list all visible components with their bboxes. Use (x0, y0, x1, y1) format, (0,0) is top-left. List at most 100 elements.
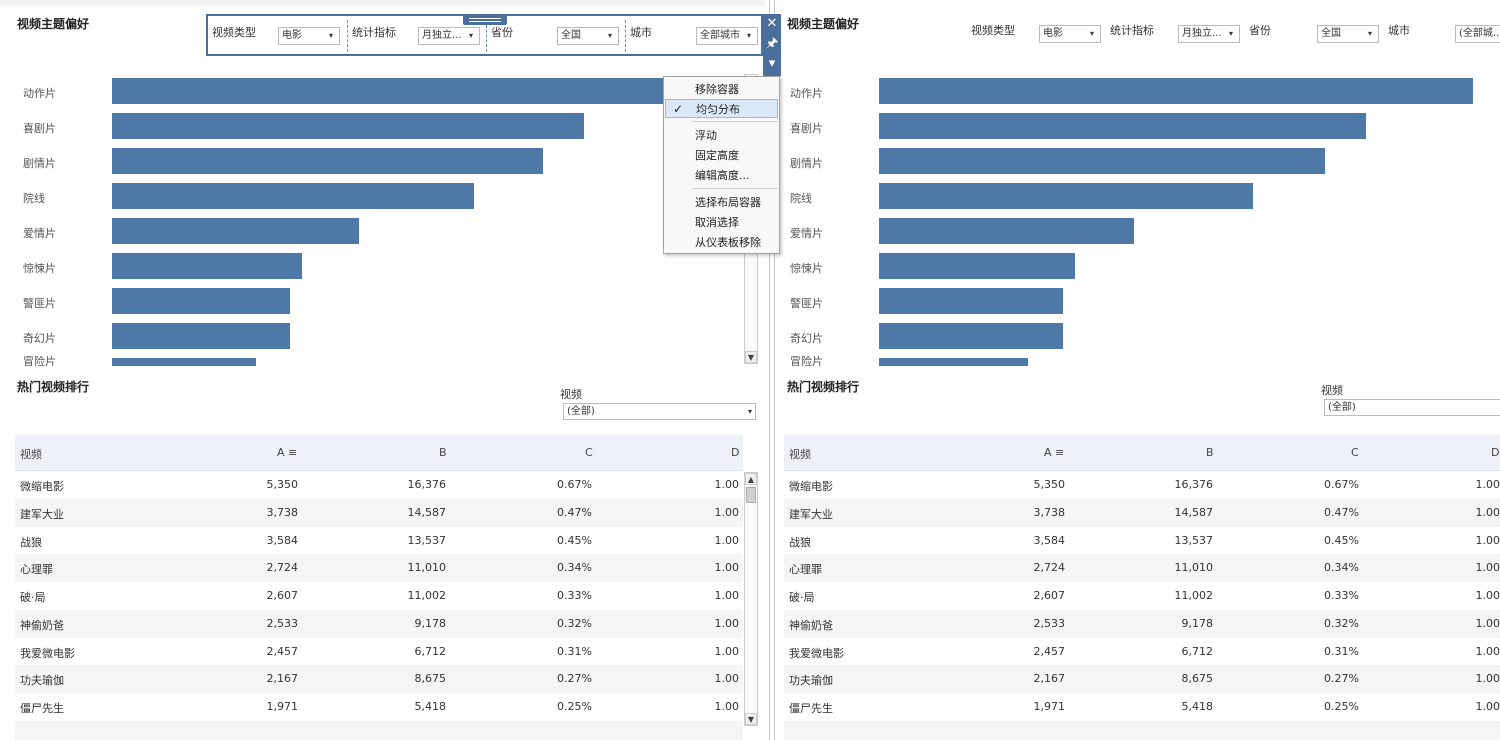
table-row[interactable] (15, 720, 743, 740)
scroll-thumb[interactable] (746, 487, 756, 503)
table-row[interactable]: 破·局 2,607 11,002 0.33% 1.00 (15, 582, 743, 610)
table-row[interactable]: 微缩电影 5,350 16,376 0.67% 1.00 (784, 471, 1500, 499)
province-select[interactable]: 全国 ▾ (557, 27, 619, 45)
menu-item-deselect[interactable]: 取消选择 (695, 216, 739, 229)
menu-dropdown-icon[interactable]: ▾ (768, 56, 776, 71)
drag-handle[interactable] (463, 15, 507, 25)
city-select[interactable]: (全部城... (1455, 25, 1500, 43)
table-row[interactable]: 僵尸先生 1,971 5,418 0.25% 1.00 (784, 693, 1500, 721)
column-header-video[interactable]: 视频 (20, 448, 42, 461)
table-row[interactable] (784, 720, 1500, 740)
cell-value: 1,971 (266, 700, 299, 713)
bar[interactable] (112, 253, 302, 279)
scroll-down-icon[interactable]: ▼ (745, 713, 757, 725)
table-row[interactable]: 僵尸先生 1,971 5,418 0.25% 1.00 (15, 693, 743, 721)
video-type-select[interactable]: 电影 ▾ (1039, 25, 1101, 43)
bar[interactable] (879, 288, 1063, 314)
bar[interactable] (112, 113, 584, 139)
table-row[interactable]: 我爱微电影 2,457 6,712 0.31% 1.00 (15, 638, 743, 666)
bar[interactable] (879, 253, 1075, 279)
scroll-down-icon[interactable]: ▼ (745, 351, 757, 363)
video-filter-select[interactable]: (全部) (1324, 399, 1500, 416)
column-header-a[interactable]: A ≡ (277, 446, 297, 459)
table-row[interactable]: 神偷奶爸 2,533 9,178 0.32% 1.00 (15, 609, 743, 638)
video-type-select[interactable]: 电影 ▾ (278, 27, 340, 45)
bar[interactable] (879, 218, 1134, 244)
menu-separator (692, 188, 778, 189)
menu-item-distribute-evenly[interactable]: ✓ 均匀分布 (665, 99, 778, 118)
menu-item-label: 均匀分布 (696, 103, 740, 116)
menu-item-floating[interactable]: 浮动 (695, 129, 717, 142)
filter-metric-label: 统计指标 (1110, 24, 1154, 37)
bar[interactable] (112, 148, 543, 174)
column-header-video[interactable]: 视频 (789, 448, 811, 461)
bar[interactable] (112, 78, 687, 104)
bar[interactable] (879, 78, 1473, 104)
cell-value: 14,587 (407, 505, 447, 519)
column-header-a[interactable]: A ≡ (1044, 446, 1064, 459)
bar[interactable] (112, 183, 474, 209)
pin-icon[interactable]: 🖈 (765, 36, 779, 51)
table-row[interactable]: 建军大业 3,738 14,587 0.47% 1.00 (784, 498, 1500, 527)
sort-icon[interactable]: ≡ (288, 446, 298, 459)
table-row[interactable]: 战狼 3,584 13,537 0.45% 1.00 (784, 527, 1500, 555)
bar-category-label: 院线 (790, 192, 812, 205)
table-scrollbar[interactable]: ▲ ▼ (744, 472, 758, 726)
bar-category-label: 警匪片 (790, 297, 823, 310)
scroll-up-icon[interactable]: ▲ (745, 473, 757, 485)
column-header-c[interactable]: C (585, 446, 593, 459)
menu-item-remove-from-dashboard[interactable]: 从仪表板移除 (695, 236, 761, 249)
bar[interactable] (112, 288, 290, 314)
table-row[interactable]: 战狼 3,584 13,537 0.45% 1.00 (15, 527, 743, 555)
cell-value: 1.00 (1475, 616, 1500, 630)
bar[interactable] (879, 113, 1366, 139)
right-dashboard-pane: 视频主题偏好 视频类型 电影 ▾ 统计指标 月独立... ▾ 省份 全国 ▾ 城… (779, 0, 1500, 740)
table-row[interactable]: 心理罪 2,724 11,010 0.34% 1.00 (15, 554, 743, 583)
bar[interactable] (879, 148, 1325, 174)
cell-value: 0.33% (557, 589, 592, 602)
cell-value: 0.67% (557, 478, 592, 491)
cell-value: 1.00 (714, 505, 740, 519)
table-row[interactable]: 破·局 2,607 11,002 0.33% 1.00 (784, 582, 1500, 610)
bar[interactable] (879, 323, 1063, 349)
table-row[interactable]: 微缩电影 5,350 16,376 0.67% 1.00 (15, 471, 743, 499)
filter-city: 城市 全部城市 ▾ (625, 20, 761, 52)
table-row[interactable]: 心理罪 2,724 11,010 0.34% 1.00 (784, 554, 1500, 583)
bar-category-label: 动作片 (23, 87, 56, 100)
sort-icon[interactable]: ≡ (1055, 446, 1065, 459)
table-row[interactable]: 功夫瑜伽 2,167 8,675 0.27% 1.00 (784, 665, 1500, 694)
table-row[interactable]: 功夫瑜伽 2,167 8,675 0.27% 1.00 (15, 665, 743, 694)
menu-item-remove-container[interactable]: 移除容器 (695, 83, 739, 96)
filter-city: 城市 (全部城... (1384, 18, 1500, 50)
table-row[interactable]: 神偷奶爸 2,533 9,178 0.32% 1.00 (784, 609, 1500, 638)
cell-value: 1.00 (1475, 533, 1500, 547)
column-header-a-label: A (1044, 446, 1052, 459)
bar[interactable] (112, 323, 290, 349)
table-row[interactable]: 我爱微电影 2,457 6,712 0.31% 1.00 (784, 638, 1500, 666)
metric-select[interactable]: 月独立... ▾ (1178, 25, 1240, 43)
table-row[interactable]: 建军大业 3,738 14,587 0.47% 1.00 (15, 498, 743, 527)
bar[interactable] (879, 358, 1028, 366)
bar[interactable] (112, 358, 256, 366)
menu-item-edit-height[interactable]: 编辑高度... (695, 169, 750, 182)
column-header-b[interactable]: B (439, 446, 447, 459)
column-header-c[interactable]: C (1351, 446, 1359, 459)
menu-item-fixed-height[interactable]: 固定高度 (695, 149, 739, 162)
bar[interactable] (879, 183, 1253, 209)
province-select[interactable]: 全国 ▾ (1317, 25, 1379, 43)
bar[interactable] (112, 218, 359, 244)
column-header-d[interactable]: D (1491, 446, 1500, 459)
cell-value: 11,002 (407, 589, 447, 602)
close-icon[interactable]: ✕ (766, 16, 778, 31)
city-value: (全部城... (1459, 28, 1500, 39)
cell-value: 2,724 (1033, 561, 1066, 575)
cell-value: 0.32% (557, 616, 592, 630)
column-header-d[interactable]: D (731, 446, 740, 459)
column-header-b[interactable]: B (1206, 446, 1214, 459)
video-filter-select[interactable]: (全部) ▾ (563, 403, 756, 420)
menu-item-select-layout-container[interactable]: 选择布局容器 (695, 196, 761, 209)
city-select[interactable]: 全部城市 ▾ (696, 27, 758, 45)
cell-value: 11,010 (407, 561, 447, 575)
metric-select[interactable]: 月独立... ▾ (418, 27, 480, 45)
cell-video-name: 功夫瑜伽 (20, 674, 64, 688)
